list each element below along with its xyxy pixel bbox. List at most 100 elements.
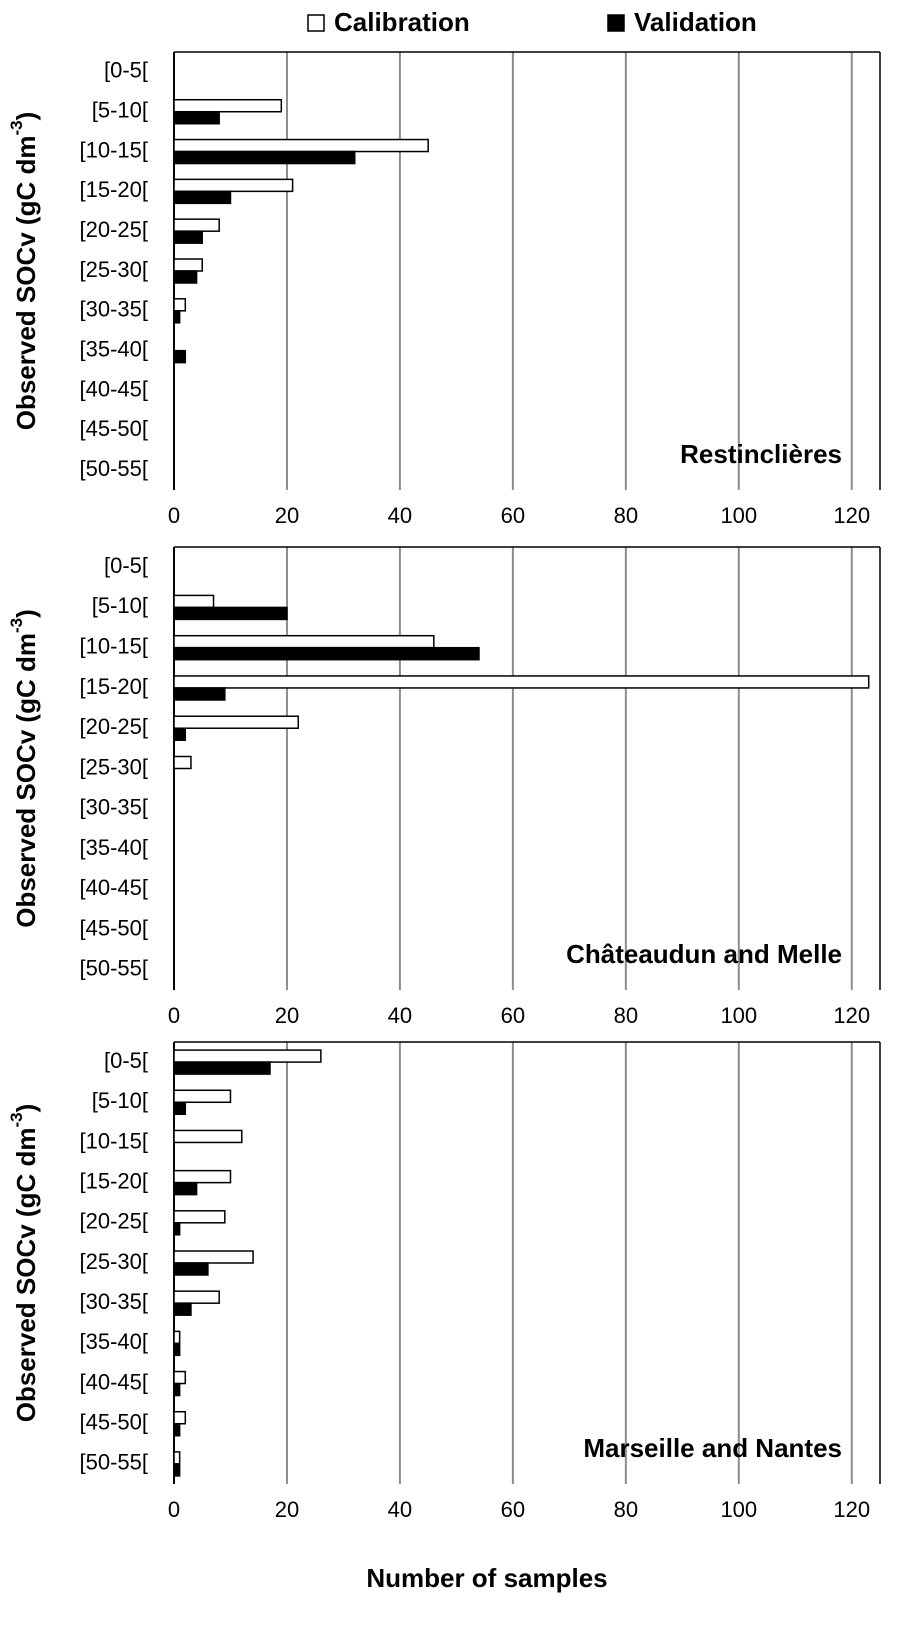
y-tick-label: [25-30[ [80, 257, 149, 282]
y-axis-title-sup: -3 [7, 120, 26, 135]
y-axis-title-text: Observed SOCv (gC dm [11, 633, 41, 928]
y-tick-label: [45-50[ [80, 915, 149, 940]
bar [173, 715, 300, 729]
y-tick-label: [5-10[ [92, 1088, 148, 1113]
bar [173, 687, 226, 701]
y-tick-label: [5-10[ [92, 593, 148, 618]
y-tick-label: [40-45[ [80, 875, 149, 900]
bar [173, 1290, 220, 1304]
y-tick-label: [20-25[ [80, 1209, 149, 1234]
bar [173, 646, 480, 661]
x-tick-label: 20 [275, 1497, 299, 1522]
y-axis-title-suffix: ) [11, 112, 41, 121]
y-tick-label: [30-35[ [80, 795, 149, 820]
bar [173, 150, 356, 165]
y-tick-label: [25-30[ [80, 1249, 149, 1274]
y-tick-label: [50-55[ [80, 1450, 149, 1475]
x-tick-label: 60 [501, 1497, 525, 1522]
x-tick-label: 0 [168, 1497, 180, 1522]
x-tick-label: 0 [168, 503, 180, 528]
y-tick-label: [10-15[ [80, 1128, 149, 1153]
bar [173, 1382, 181, 1397]
legend-swatch [607, 14, 625, 32]
x-tick-label: 100 [720, 1497, 757, 1522]
y-tick-label: [20-25[ [80, 217, 149, 242]
y-tick-label: [0-5[ [104, 553, 148, 578]
bar [173, 178, 294, 193]
x-tick-label: 40 [388, 503, 412, 528]
bar [173, 1422, 181, 1437]
y-tick-label: [15-20[ [80, 1168, 149, 1193]
bar [173, 727, 187, 741]
y-tick-label: [20-25[ [80, 714, 149, 739]
panel-annotation: Restinclières [680, 439, 842, 469]
x-tick-label: 80 [614, 503, 638, 528]
y-axis-title: Observed SOCv (gC dm-3) [7, 609, 40, 928]
y-tick-label: [10-15[ [80, 137, 149, 162]
bar [173, 1262, 209, 1276]
y-axis-title-suffix: ) [11, 1104, 41, 1113]
y-tick-label: [15-20[ [80, 674, 149, 699]
bar [173, 1210, 226, 1224]
x-tick-label: 40 [388, 1003, 412, 1028]
y-axis-title: Observed SOCv (gC dm-3) [7, 112, 40, 431]
legend-label: Calibration [334, 7, 470, 37]
y-tick-label: [35-40[ [80, 336, 149, 361]
bar [173, 606, 288, 621]
x-axis-title: Number of samples [366, 1563, 607, 1593]
y-tick-label: [30-35[ [80, 297, 149, 322]
bar [173, 270, 198, 284]
y-axis-title: Observed SOCv (gC dm-3) [7, 1104, 40, 1423]
bar [173, 1101, 187, 1116]
bar [173, 110, 220, 125]
bar [173, 634, 435, 649]
x-tick-label: 80 [614, 1497, 638, 1522]
bar [173, 1089, 232, 1104]
bar [173, 138, 429, 153]
bar [173, 1129, 243, 1144]
y-tick-label: [35-40[ [80, 835, 149, 860]
bar [173, 755, 192, 770]
y-tick-label: [45-50[ [80, 1410, 149, 1435]
bar [173, 1342, 181, 1357]
y-tick-label: [45-50[ [80, 416, 149, 441]
bar [173, 675, 870, 689]
y-axis-title-text: Observed SOCv (gC dm [11, 1128, 41, 1423]
x-tick-label: 40 [388, 1497, 412, 1522]
x-tick-label: 60 [501, 1003, 525, 1028]
y-axis-title-suffix: ) [11, 609, 41, 618]
bar [173, 1181, 198, 1196]
bar [173, 1049, 322, 1063]
bar [173, 230, 203, 244]
bar [173, 218, 220, 232]
panel-annotation: Marseille and Nantes [583, 1433, 842, 1463]
bar [173, 1061, 271, 1075]
y-tick-label: [5-10[ [92, 98, 148, 123]
bar [173, 298, 187, 312]
x-tick-label: 0 [168, 1003, 180, 1028]
x-tick-label: 80 [614, 1003, 638, 1028]
x-tick-label: 20 [275, 1003, 299, 1028]
y-tick-label: [25-30[ [80, 754, 149, 779]
legend-swatch [307, 14, 325, 32]
bar [173, 1330, 181, 1345]
x-tick-label: 120 [833, 503, 870, 528]
y-tick-label: [0-5[ [104, 58, 148, 83]
bar [173, 1451, 181, 1465]
bar [173, 190, 232, 205]
y-tick-label: [15-20[ [80, 177, 149, 202]
bar [173, 1463, 181, 1477]
bar [173, 594, 215, 609]
panel-annotation: Châteaudun and Melle [566, 939, 842, 969]
y-tick-label: [40-45[ [80, 1369, 149, 1394]
x-tick-label: 120 [833, 1497, 870, 1522]
bar [173, 1302, 192, 1316]
bar [173, 1169, 232, 1184]
y-axis-title-sup: -3 [7, 618, 26, 633]
x-tick-label: 60 [501, 503, 525, 528]
bar [173, 310, 181, 324]
bar [173, 1222, 181, 1236]
y-axis-title-text: Observed SOCv (gC dm [11, 136, 41, 431]
bar [173, 98, 283, 113]
